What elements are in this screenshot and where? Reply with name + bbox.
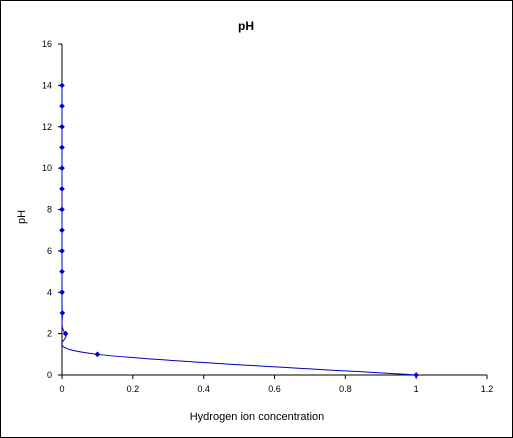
data-point — [59, 185, 65, 192]
data-point — [59, 123, 65, 130]
y-tick-label: 0 — [47, 370, 52, 380]
data-point — [59, 268, 65, 275]
x-tick-label: 0 — [59, 384, 64, 394]
data-point — [59, 165, 65, 171]
data-point — [59, 227, 65, 234]
data-point — [59, 289, 65, 296]
y-tick-label: 12 — [42, 122, 52, 132]
chart-title: pH — [238, 19, 254, 33]
y-tick-label: 8 — [47, 205, 52, 215]
data-point — [59, 144, 65, 151]
x-tick-label: 0.2 — [127, 384, 140, 394]
x-tick-label: 1.2 — [481, 384, 494, 394]
data-point — [59, 206, 65, 213]
data-point — [62, 330, 69, 337]
x-tick-label: 1 — [414, 384, 419, 394]
data-point — [59, 103, 65, 109]
data-point — [59, 82, 65, 89]
y-tick-label: 6 — [47, 246, 52, 256]
x-axis-label: Hydrogen ion concentration — [190, 411, 325, 423]
data-point — [413, 372, 419, 378]
y-tick-label: 4 — [47, 287, 52, 297]
x-tick-label: 0.4 — [197, 384, 210, 394]
data-point — [59, 248, 65, 254]
y-tick-label: 16 — [42, 39, 52, 49]
x-tick-label: 0.6 — [268, 384, 281, 394]
data-point — [59, 310, 66, 316]
series-line — [61, 85, 417, 376]
y-axis-label: pH — [16, 210, 28, 224]
data-point — [94, 351, 101, 358]
y-tick-label: 10 — [42, 163, 52, 173]
y-tick-label: 2 — [47, 329, 52, 339]
x-tick-label: 0.8 — [339, 384, 352, 394]
y-tick-label: 14 — [42, 80, 52, 90]
